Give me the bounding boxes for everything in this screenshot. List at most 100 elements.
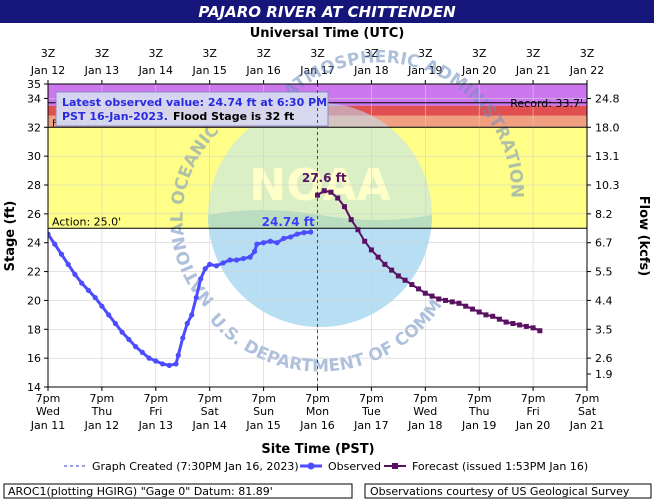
record-label: Record: 33.7' [510,97,583,110]
right-tick-label: 3.5 [595,323,613,336]
legend-observed-label: Observed [328,460,381,473]
forecast-point [395,273,401,279]
observed-point [308,229,314,235]
forecast-point [510,321,516,327]
observed-point [175,352,181,358]
forecast-point [449,299,455,305]
forecast-point [389,267,395,273]
info-box: Latest observed value: 24.74 ft at 6:30 … [55,91,329,127]
top-tick-date: Jan 14 [138,64,173,77]
observed-point [180,335,186,341]
top-tick-date: Jan 12 [30,64,65,77]
observed-point [227,257,233,263]
observed-point [193,294,199,301]
left-tick-label: 30 [27,150,41,163]
top-tick-time: 3Z [310,47,325,60]
forecast-point [530,325,536,331]
observed-point [198,276,204,282]
info-date: PST 16-Jan-2023. [62,110,168,123]
forecast-point [362,238,368,244]
top-tick-date: Jan 17 [299,64,334,77]
forecast-point [355,227,361,233]
right-axis: 1.9 2.6 3.5 4.4 5.5 6.7 8.2 10.3 13.1 18.0 24.8 [587,92,620,381]
bottom-tick-date: Jan 13 [138,419,173,432]
top-tick-time: 3Z [256,47,271,60]
left-tick-label: 20 [27,294,41,307]
bottom-tick-day: Wed [36,405,60,418]
bottom-tick-day: Thu [91,405,113,418]
right-axis-title: Flow (kcfs) [636,196,651,276]
observed-point [184,320,190,327]
right-tick-label: 5.5 [595,266,613,279]
top-tick-date: Jan 18 [353,64,388,77]
forecast-point [490,313,496,319]
observed-point [85,287,92,293]
top-tick-date: Jan 21 [515,64,550,77]
bottom-tick-time: 7pm [413,392,438,405]
bottom-tick-time: 7pm [143,392,168,405]
observed-point [189,312,195,318]
top-tick-time: 3Z [526,47,541,60]
observed-point [254,241,260,247]
left-tick-label: 24 [27,237,41,250]
forecast-point [429,293,435,299]
top-tick-date: Jan 15 [191,64,226,77]
bottom-tick-date: Jan 11 [30,419,65,432]
footer-datum: AROC1(plotting HGIRG) "Gage 0" Datum: 81… [8,485,273,498]
bottom-tick-time: 7pm [467,392,492,405]
forecast-point [476,309,482,315]
observed-point [72,271,78,278]
forecast-point [368,247,374,253]
footer-credit: Observations courtesy of US Geological S… [370,485,630,498]
bottom-tick-time: 7pm [197,392,222,405]
bottom-tick-day: Wed [413,405,437,418]
forecast-point [335,195,341,201]
noaa-wave-icon [208,210,432,327]
forecast-peak-label: 27.6 ft [302,171,347,185]
right-tick-label: 8.2 [595,208,613,221]
observed-point [52,241,58,247]
observed-point [240,255,246,262]
observed-point [166,362,172,368]
bottom-tick-day: Fri [149,405,162,418]
bottom-tick-day: Sun [253,405,274,418]
left-tick-label: 18 [27,323,41,336]
bottom-tick-day: Thu [468,405,490,418]
forecast-point [517,322,523,328]
observed-point [132,344,139,350]
forecast-point [348,217,354,223]
observed-point [281,235,287,241]
forecast-point [422,290,428,296]
forecast-point [469,306,475,312]
observed-point [48,231,51,237]
observed-point [126,336,132,342]
bottom-tick-date: Jan 18 [407,419,442,432]
forecast-point [523,323,529,329]
bottom-tick-day: Mon [306,405,329,418]
bottom-tick-day: Tue [361,405,381,418]
bottom-tick-day: Sat [201,405,220,418]
top-tick-time: 3Z [364,47,379,60]
forecast-point [463,303,469,309]
forecast-point [341,204,347,210]
forecast-point [503,319,509,325]
left-tick-label: 16 [27,352,41,365]
observed-point [220,260,226,266]
bottom-tick-date: Jan 14 [191,419,226,432]
legend-created-label: Graph Created (7:30PM Jan 16, 2023) [92,460,299,473]
left-tick-label: 14 [27,381,41,394]
observed-point [274,240,280,246]
observed-point [65,261,71,267]
forecast-point [436,296,442,302]
forecast-point [375,254,381,260]
observed-point [173,361,179,367]
observed-point [301,230,307,236]
forecast-point [483,312,489,318]
action-label: Action: 25.0' [52,215,121,228]
bottom-tick-date: Jan 17 [353,419,388,432]
left-axis-title: Stage (ft) [3,201,18,272]
forecast-point [382,261,388,267]
left-tick-label: 26 [27,208,41,221]
